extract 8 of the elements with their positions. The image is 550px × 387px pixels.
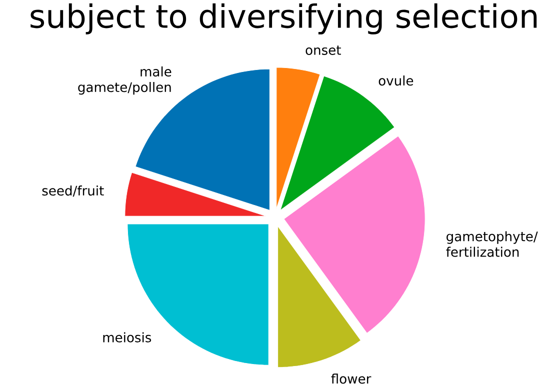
- chart-title: subject to diversifying selection: [30, 3, 537, 34]
- slice-label: ovule: [378, 75, 414, 86]
- slice-label: meiosis: [103, 332, 152, 342]
- slice-label: male gamete/pollen: [78, 66, 172, 95]
- slice-label: flower: [331, 374, 372, 384]
- slice-label: seed/fruit: [42, 185, 104, 197]
- slice-label: gametophyte/ fertilization: [446, 231, 538, 257]
- slice-label: onset: [306, 46, 341, 55]
